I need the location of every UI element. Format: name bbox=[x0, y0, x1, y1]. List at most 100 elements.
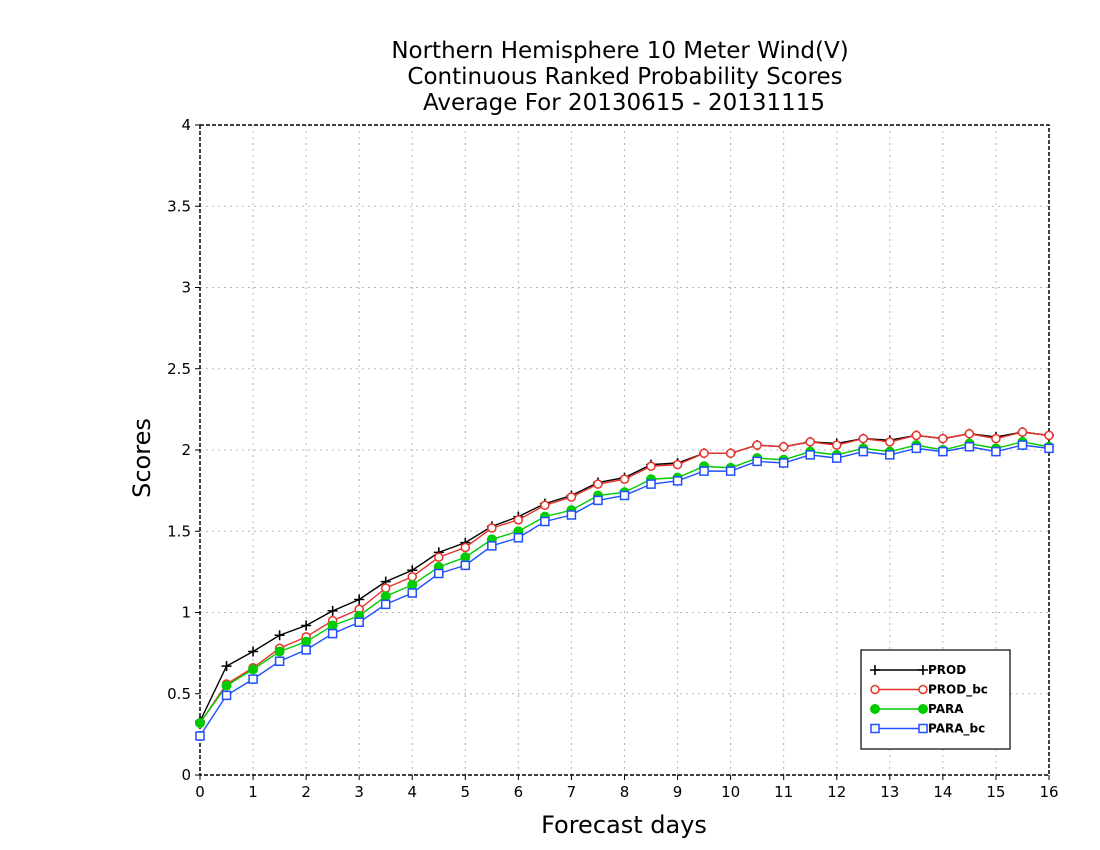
dot-marker bbox=[870, 704, 880, 714]
circle-marker bbox=[1017, 427, 1028, 437]
circle-marker bbox=[885, 437, 895, 447]
y-tick-label: 0 bbox=[181, 766, 191, 784]
x-tick-label: 9 bbox=[673, 783, 683, 801]
legend-label: PARA_bc bbox=[928, 722, 985, 737]
x-tick-label: 5 bbox=[461, 783, 471, 801]
legend-box bbox=[860, 649, 1011, 750]
circle-marker bbox=[752, 440, 762, 450]
plus-marker bbox=[870, 665, 880, 675]
circle-marker bbox=[407, 572, 417, 582]
circle-marker bbox=[832, 440, 842, 450]
square-marker bbox=[195, 731, 205, 741]
square-marker bbox=[274, 656, 285, 666]
circle-marker bbox=[380, 583, 391, 593]
dot-marker bbox=[301, 636, 312, 647]
plus-marker bbox=[248, 646, 259, 657]
plus-marker bbox=[274, 630, 285, 641]
circle-marker bbox=[699, 448, 709, 458]
square-marker bbox=[434, 568, 444, 579]
x-tick-label: 11 bbox=[774, 783, 793, 801]
x-tick-label: 1 bbox=[248, 783, 258, 801]
series-para-bc bbox=[195, 440, 1054, 741]
circle-marker bbox=[619, 474, 630, 484]
circle-marker bbox=[991, 433, 1001, 444]
series-lines bbox=[195, 427, 1054, 741]
square-marker bbox=[566, 510, 577, 520]
circle-marker bbox=[593, 479, 603, 489]
square-marker bbox=[991, 446, 1001, 457]
dot-marker bbox=[407, 579, 418, 590]
square-marker bbox=[487, 541, 497, 551]
square-marker bbox=[805, 450, 815, 460]
circle-marker bbox=[938, 433, 948, 444]
y-tick-label: 2 bbox=[181, 441, 191, 459]
circle-marker bbox=[725, 448, 736, 458]
circle-marker bbox=[460, 542, 471, 553]
circle-marker bbox=[918, 684, 928, 695]
dot-marker bbox=[221, 680, 232, 691]
legend-label: PROD bbox=[928, 663, 966, 677]
x-tick-label: 0 bbox=[195, 783, 205, 801]
circle-marker bbox=[858, 433, 869, 444]
chart-subtitle: Continuous Ranked Probability Scores bbox=[407, 64, 842, 90]
legend-entry: PROD bbox=[870, 663, 966, 677]
legend-entry: PARA_bc bbox=[870, 722, 985, 737]
square-marker bbox=[885, 450, 895, 460]
circle-marker bbox=[805, 437, 815, 447]
y-tick-label: 1 bbox=[181, 604, 191, 622]
x-tick-label: 10 bbox=[721, 783, 740, 801]
square-marker bbox=[832, 453, 842, 463]
legend-label: PARA bbox=[928, 702, 964, 716]
legend: PROD PROD_bc PARA PARA_bc bbox=[860, 649, 1011, 750]
square-marker bbox=[699, 466, 709, 476]
square-marker bbox=[540, 516, 550, 527]
chart-title: Northern Hemisphere 10 Meter Wind(V) bbox=[391, 38, 848, 64]
square-marker bbox=[725, 466, 736, 476]
square-marker bbox=[301, 645, 311, 655]
circle-marker bbox=[540, 500, 550, 510]
x-tick-label: 13 bbox=[880, 783, 899, 801]
square-marker bbox=[858, 446, 869, 457]
circle-marker bbox=[964, 429, 975, 439]
square-marker bbox=[593, 495, 603, 506]
circle-marker bbox=[434, 552, 444, 562]
square-marker bbox=[407, 588, 417, 598]
dot-marker bbox=[380, 591, 391, 602]
square-marker bbox=[672, 476, 683, 486]
square-marker bbox=[221, 690, 232, 701]
circle-marker bbox=[911, 430, 922, 441]
plus-marker bbox=[918, 665, 928, 675]
legend-label: PROD_bc bbox=[928, 683, 988, 698]
plus-marker bbox=[354, 594, 365, 605]
x-tick-label: 14 bbox=[933, 783, 952, 801]
square-marker bbox=[248, 674, 258, 684]
y-tick-label: 1.5 bbox=[167, 522, 191, 540]
y-tick-label: 3 bbox=[181, 279, 191, 297]
x-tick-label: 7 bbox=[567, 783, 577, 801]
circle-marker bbox=[672, 459, 683, 470]
legend-entry: PARA bbox=[870, 702, 964, 716]
square-marker bbox=[870, 723, 880, 734]
circle-marker bbox=[513, 515, 524, 525]
square-marker bbox=[778, 458, 789, 468]
x-tick-label: 4 bbox=[407, 783, 417, 801]
circle-marker bbox=[646, 461, 656, 471]
x-axis-label: Forecast days bbox=[541, 811, 707, 839]
square-marker bbox=[1044, 443, 1054, 454]
y-tick-label: 4 bbox=[181, 116, 191, 134]
axis-ticks: 0 1 2 3 4 5 6 7 8 9 10 11 12 13 14 15 1600.511.522.533.5… bbox=[167, 116, 1058, 801]
square-marker bbox=[327, 628, 338, 639]
y-tick-label: 3.5 bbox=[167, 197, 191, 215]
y-tick-label: 2.5 bbox=[167, 360, 191, 378]
square-marker bbox=[938, 446, 948, 457]
square-marker bbox=[380, 599, 391, 610]
x-tick-label: 16 bbox=[1039, 783, 1058, 801]
dot-marker bbox=[327, 620, 338, 631]
square-marker bbox=[646, 479, 656, 489]
x-tick-label: 6 bbox=[514, 783, 524, 801]
dot-marker bbox=[460, 552, 471, 563]
x-tick-label: 8 bbox=[620, 783, 630, 801]
plus-marker bbox=[221, 661, 232, 672]
square-marker bbox=[354, 617, 364, 627]
